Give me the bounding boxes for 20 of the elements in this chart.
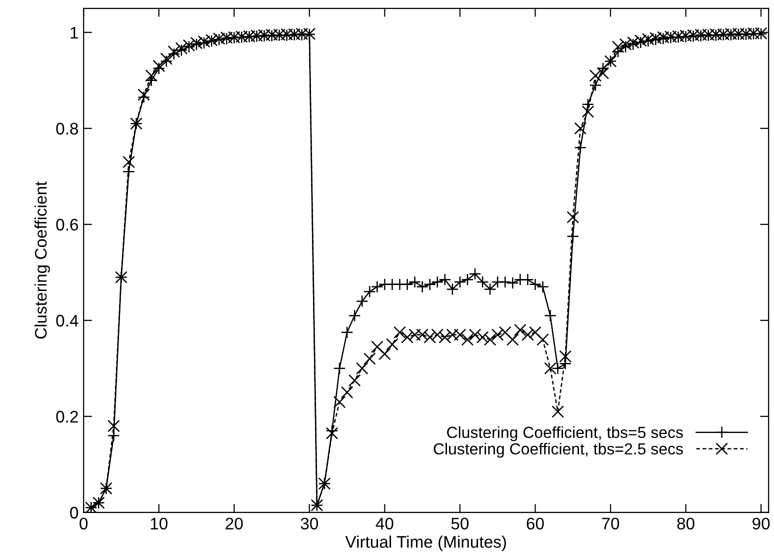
y-tick-label: 1	[70, 26, 78, 38]
y-tick-label: 0.8	[56, 122, 78, 135]
legend-label: Clustering Coefficient, tbs=5 secs	[447, 426, 683, 442]
x-tick-label: 50	[451, 518, 469, 530]
x-tick-label: 80	[677, 518, 694, 530]
y-tick-label: 0	[70, 506, 78, 519]
x-axis-title: Virtual Time (Minutes)	[345, 536, 506, 552]
x-tick-label: 10	[150, 518, 168, 530]
y-axis-title: Clustering Coefficient	[34, 181, 50, 339]
x-tick-label: 20	[226, 518, 243, 530]
legend-label: Clustering Coefficient, tbs=2.5 secs	[434, 442, 683, 458]
x-tick-label: 40	[376, 518, 394, 530]
y-tick-label: 0.4	[56, 314, 78, 327]
x-tick-label: 60	[526, 518, 544, 530]
x-tick-label: 70	[602, 518, 620, 530]
x-tick-label: 90	[752, 518, 770, 530]
x-tick-label: 30	[300, 518, 318, 530]
x-tick-label: 0	[80, 518, 88, 530]
y-tick-label: 0.2	[56, 410, 78, 423]
y-tick-label: 0.6	[56, 218, 78, 231]
